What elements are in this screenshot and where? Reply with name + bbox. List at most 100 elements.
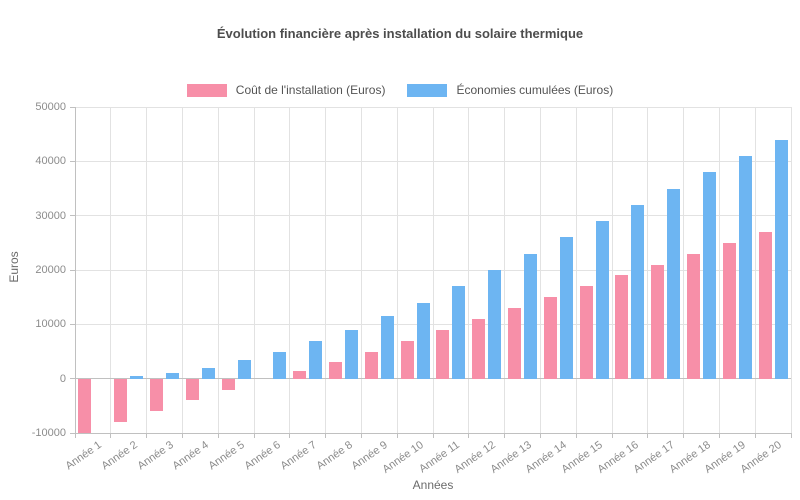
y-tick-label: 20000	[35, 264, 66, 276]
bar-economies-année-12[interactable]	[488, 270, 502, 379]
bar-cout-année-1[interactable]	[78, 378, 92, 433]
bar-economies-année-9[interactable]	[380, 316, 394, 379]
bar-cout-année-16[interactable]	[615, 275, 629, 379]
y-tick-label: 50000	[35, 101, 66, 113]
x-tick-label: Année 8	[313, 439, 355, 473]
x-tick-label: Année 1	[63, 439, 104, 473]
legend-label-economies-cumulees: Économies cumulées (Euros)	[456, 83, 614, 97]
bar-economies-année-15[interactable]	[595, 221, 609, 379]
x-tick-mark	[289, 433, 291, 438]
bar-economies-année-19[interactable]	[738, 155, 752, 379]
y-tick-mark	[70, 323, 75, 325]
cout-installation-swatch-icon	[186, 83, 227, 97]
x-tick-mark	[647, 433, 649, 438]
x-tick-label: Année 3	[134, 439, 176, 473]
v-gridline	[181, 107, 183, 433]
v-gridline	[647, 107, 649, 433]
x-tick-label: Année 4	[170, 439, 212, 473]
bar-cout-année-9[interactable]	[364, 351, 378, 379]
bar-economies-année-6[interactable]	[273, 351, 287, 379]
bar-economies-année-3[interactable]	[166, 373, 179, 379]
bar-cout-année-10[interactable]	[400, 340, 414, 379]
x-axis-title: Années	[412, 478, 454, 492]
v-gridline	[468, 107, 470, 433]
bar-cout-année-20[interactable]	[758, 231, 772, 379]
bar-economies-année-10[interactable]	[416, 302, 430, 379]
bar-economies-année-7[interactable]	[309, 340, 323, 379]
y-tick-mark	[70, 106, 75, 108]
x-tick-mark	[253, 433, 255, 438]
bar-economies-année-8[interactable]	[345, 329, 358, 379]
x-tick-label: Année 6	[242, 439, 283, 473]
bar-cout-année-18[interactable]	[687, 253, 700, 379]
bar-economies-année-16[interactable]	[631, 204, 645, 379]
x-tick-mark	[504, 433, 506, 438]
y-tick-mark	[70, 160, 75, 162]
bar-cout-année-3[interactable]	[150, 378, 163, 412]
v-gridline	[360, 107, 362, 433]
x-tick-label: Année 5	[206, 439, 247, 473]
bar-cout-année-12[interactable]	[472, 318, 486, 379]
bar-economies-année-5[interactable]	[237, 359, 251, 379]
v-gridline	[146, 107, 148, 433]
v-gridline	[683, 107, 685, 433]
zero-line	[75, 378, 791, 380]
bar-economies-année-17[interactable]	[667, 188, 681, 379]
bar-cout-année-13[interactable]	[508, 308, 521, 379]
y-tick-label: 10000	[35, 318, 66, 331]
legend-item-cout-installation[interactable]: Coût de l'installation (Euros)	[186, 83, 386, 97]
x-tick-mark	[146, 433, 148, 438]
y-axis-line	[74, 107, 76, 433]
bar-economies-année-13[interactable]	[524, 253, 537, 379]
bar-economies-année-18[interactable]	[703, 172, 716, 379]
x-tick-mark	[110, 433, 112, 438]
bar-economies-année-11[interactable]	[452, 286, 466, 379]
bar-cout-année-14[interactable]	[543, 297, 557, 379]
x-tick-mark	[611, 433, 613, 438]
x-tick-mark	[575, 433, 577, 438]
bar-economies-année-2[interactable]	[130, 375, 144, 379]
bar-economies-année-14[interactable]	[559, 237, 573, 379]
v-gridline	[754, 107, 756, 433]
v-gridline	[718, 107, 720, 433]
x-tick-mark	[539, 433, 541, 438]
x-tick-mark	[396, 433, 398, 438]
bar-economies-année-4[interactable]	[201, 367, 215, 379]
v-gridline	[504, 107, 506, 433]
bar-cout-année-11[interactable]	[436, 329, 450, 379]
legend-item-economies-cumulees[interactable]: Économies cumulées (Euros)	[407, 83, 613, 97]
x-tick-mark	[360, 433, 362, 438]
legend-label-cout-installation: Coût de l'installation (Euros)	[235, 83, 386, 97]
v-gridline	[110, 107, 112, 433]
v-gridline	[539, 107, 541, 433]
x-tick-mark	[718, 433, 720, 438]
bar-cout-année-19[interactable]	[722, 242, 736, 379]
v-gridline	[575, 107, 577, 433]
y-tick-label: 30000	[35, 209, 66, 222]
v-gridline	[217, 107, 219, 433]
x-tick-mark	[74, 433, 76, 438]
bar-cout-année-5[interactable]	[221, 378, 235, 390]
bar-economies-année-20[interactable]	[774, 139, 788, 379]
v-gridline	[253, 107, 255, 433]
bar-cout-année-2[interactable]	[114, 378, 128, 423]
bar-cout-année-7[interactable]	[293, 370, 307, 379]
bar-cout-année-17[interactable]	[651, 264, 665, 379]
x-axis-line	[75, 432, 791, 434]
y-tick-mark	[70, 215, 75, 217]
x-tick-mark	[325, 433, 327, 438]
v-gridline	[289, 107, 291, 433]
x-tick-label: Année 2	[99, 439, 140, 473]
x-tick-mark	[468, 433, 470, 438]
x-tick-label: Année 7	[278, 439, 319, 473]
bar-cout-année-8[interactable]	[329, 362, 342, 379]
x-tick-mark	[217, 433, 219, 438]
v-gridline	[790, 107, 792, 433]
x-tick-mark	[790, 433, 792, 438]
y-tick-label: 40000	[35, 155, 66, 168]
y-axis-title: Euros	[7, 251, 21, 283]
bar-cout-année-15[interactable]	[579, 286, 593, 379]
bar-cout-année-4[interactable]	[185, 378, 199, 401]
x-tick-mark	[181, 433, 183, 438]
